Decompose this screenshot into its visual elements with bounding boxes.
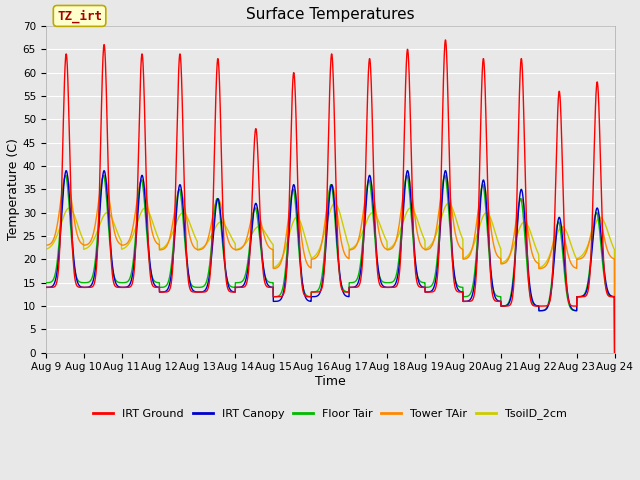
Y-axis label: Temperature (C): Temperature (C) — [7, 138, 20, 240]
Text: TZ_irt: TZ_irt — [57, 9, 102, 23]
Title: Surface Temperatures: Surface Temperatures — [246, 7, 415, 22]
X-axis label: Time: Time — [315, 375, 346, 388]
Legend: IRT Ground, IRT Canopy, Floor Tair, Tower TAir, TsoilD_2cm: IRT Ground, IRT Canopy, Floor Tair, Towe… — [89, 404, 572, 424]
